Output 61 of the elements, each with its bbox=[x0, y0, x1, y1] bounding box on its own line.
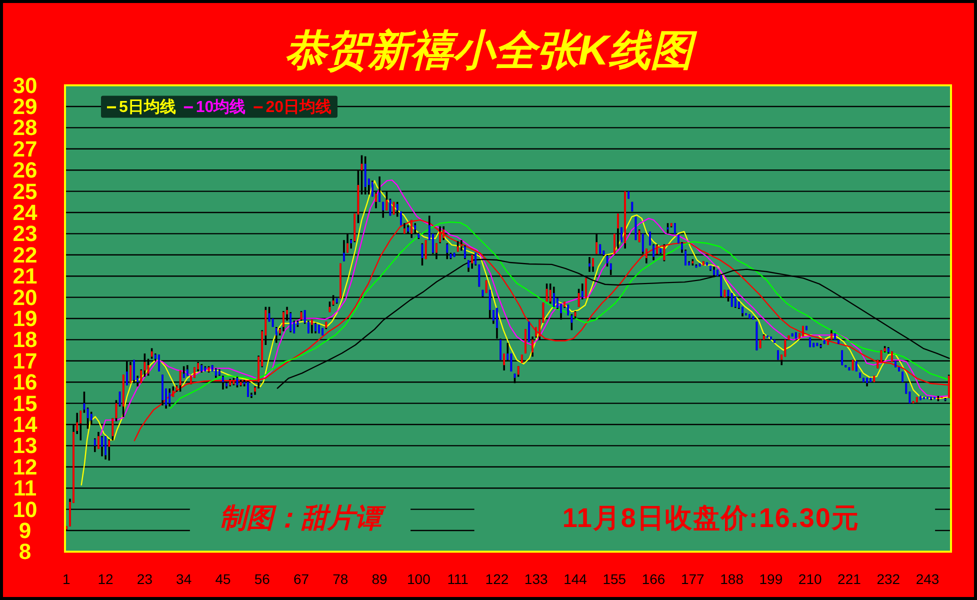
candlestick bbox=[322, 327, 324, 336]
candlestick bbox=[816, 342, 818, 347]
candlestick bbox=[567, 304, 570, 316]
x-tick-label: 67 bbox=[293, 571, 310, 587]
candlestick bbox=[791, 332, 794, 338]
x-tick-label: 56 bbox=[254, 571, 270, 587]
candlestick bbox=[848, 366, 850, 372]
x-tick-label: 45 bbox=[215, 571, 231, 587]
x-tick-label: 188 bbox=[720, 571, 744, 587]
candlestick bbox=[934, 396, 936, 400]
candlestick bbox=[186, 364, 188, 377]
candlestick bbox=[211, 364, 214, 372]
candlestick bbox=[887, 346, 890, 354]
candlestick bbox=[214, 367, 217, 379]
candlestick bbox=[859, 372, 861, 379]
x-tick-label: 23 bbox=[136, 571, 153, 587]
candlestick bbox=[200, 363, 203, 374]
x-tick-label: 232 bbox=[876, 571, 900, 587]
x-tick-label: 12 bbox=[98, 571, 114, 587]
x-tick-label: 199 bbox=[759, 571, 783, 587]
x-tick-label: 111 bbox=[447, 571, 469, 587]
candlestick bbox=[592, 257, 594, 273]
x-tick-label: 133 bbox=[524, 571, 548, 587]
candlestick bbox=[806, 325, 808, 332]
annotation: 制图：甜片谭 bbox=[220, 503, 387, 534]
candlestick bbox=[311, 318, 313, 334]
candlestick bbox=[318, 324, 320, 334]
candlestick bbox=[702, 260, 704, 266]
candlestick bbox=[926, 396, 928, 400]
candlestick bbox=[920, 394, 922, 402]
candlestick bbox=[802, 325, 804, 338]
x-tick-label: 243 bbox=[916, 571, 940, 587]
candlestick bbox=[670, 222, 672, 228]
x-tick-label: 221 bbox=[838, 571, 862, 587]
candlestick bbox=[564, 300, 566, 309]
x-tick-label: 144 bbox=[564, 571, 588, 587]
candlestick bbox=[314, 322, 316, 334]
candlestick bbox=[706, 261, 708, 266]
x-tick-label: 1 bbox=[62, 571, 71, 587]
candlestick bbox=[698, 262, 701, 268]
x-tick-label: 210 bbox=[798, 571, 822, 587]
legend-label: 10均线 bbox=[196, 98, 246, 116]
candlestick bbox=[812, 342, 815, 348]
candlestick bbox=[485, 279, 488, 294]
x-tick-label: 78 bbox=[332, 571, 348, 587]
candlestick bbox=[218, 368, 220, 377]
x-tick-label: 34 bbox=[176, 571, 192, 587]
x-tick-label: 122 bbox=[485, 571, 509, 587]
legend-label: 5日均线 bbox=[119, 98, 176, 116]
x-tick-label: 166 bbox=[642, 571, 666, 587]
candlestick bbox=[307, 320, 310, 334]
x-tick-label: 100 bbox=[407, 571, 431, 587]
legend-label: 20日均线 bbox=[266, 98, 332, 116]
annotation: 11月8日收盘价:16.30元 bbox=[562, 503, 860, 534]
candlestick bbox=[884, 345, 886, 354]
x-tick-label: 177 bbox=[680, 571, 705, 587]
chart-title: 恭贺新禧小全张K线图 bbox=[284, 26, 698, 74]
candlestick bbox=[923, 396, 925, 400]
candlestick bbox=[898, 366, 900, 372]
x-tick-label: 155 bbox=[602, 571, 626, 587]
x-tick-label: 89 bbox=[372, 571, 388, 587]
